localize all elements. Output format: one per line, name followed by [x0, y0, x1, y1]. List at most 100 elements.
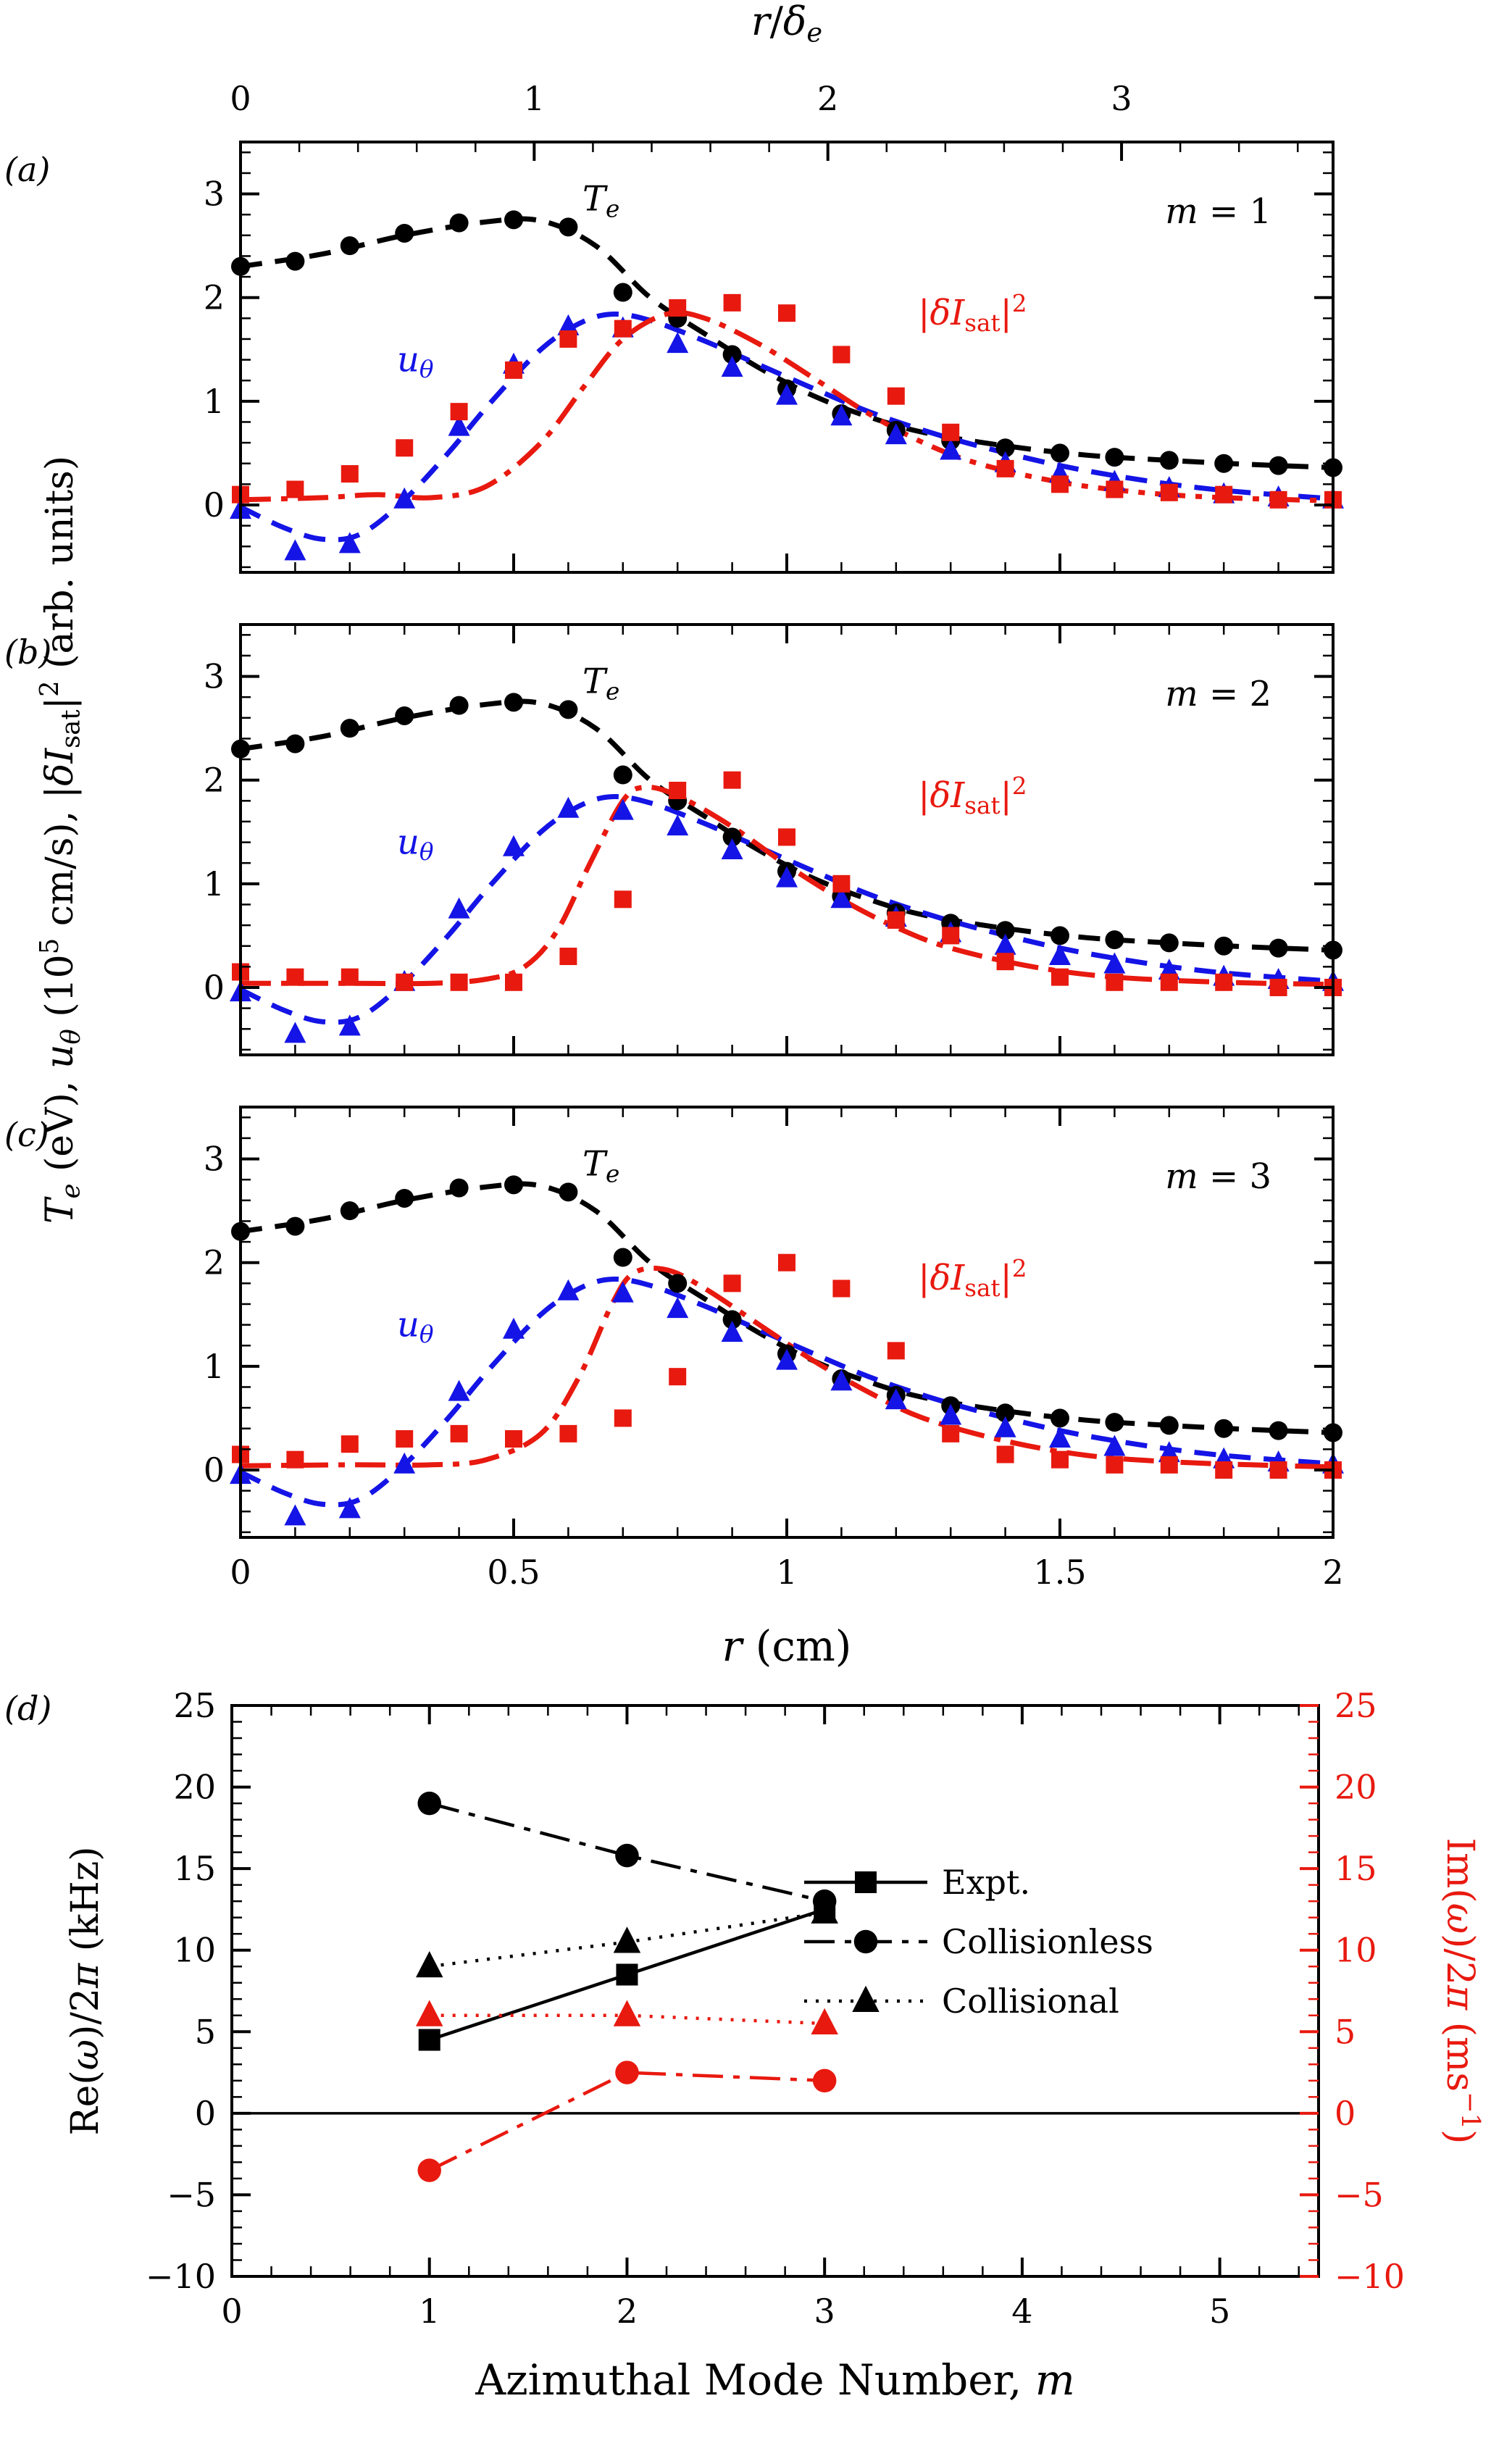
circle-marker: [395, 1188, 414, 1208]
panel-letter-b: (b): [4, 632, 51, 672]
triangle-marker: [613, 1926, 641, 1953]
y-tick-label: 3: [204, 1140, 225, 1179]
y-tick-label: 0: [204, 485, 225, 525]
circle-marker: [1269, 456, 1288, 475]
square-marker: [1106, 973, 1124, 991]
x-tick-label: 0: [230, 1553, 251, 1592]
square-marker: [778, 828, 795, 846]
triangle-marker: [415, 2000, 443, 2026]
square-marker: [614, 890, 632, 909]
square-marker: [1106, 1456, 1124, 1474]
panel-a: 0 1 2 3 0 1 2 3 Te uθ |δIsat|2 m = 1 (a): [4, 79, 1344, 574]
legend: Expt. Collisionless Collisional: [804, 1863, 1153, 2021]
circle-marker: [995, 438, 1015, 458]
x-tick-label: 1: [776, 1553, 797, 1592]
panel-frame: [230, 1704, 1320, 2278]
circle-marker: [1105, 448, 1124, 467]
triangle-marker: [393, 487, 416, 509]
circle-marker: [613, 1248, 632, 1267]
circle-marker: [1214, 936, 1234, 956]
triangle-marker: [1049, 1427, 1071, 1448]
square-marker: [942, 927, 960, 945]
triangle-marker: [994, 933, 1016, 955]
series-line-disat2-model: [240, 1265, 1334, 1470]
series-markers-disat2-measured: [232, 771, 1342, 996]
square-marker: [505, 361, 522, 379]
square-marker: [996, 953, 1014, 971]
d-left-tick-label: 0: [195, 2094, 216, 2133]
square-marker: [286, 1450, 304, 1469]
triangle-marker: [557, 314, 580, 335]
circle-marker: [504, 210, 523, 230]
triangle-marker: [448, 1379, 470, 1401]
annotation-mode-b: m = 2: [1165, 674, 1271, 714]
circle-marker: [1051, 926, 1069, 945]
circle-marker: [1159, 933, 1179, 953]
square-marker: [942, 423, 960, 441]
triangle-marker: [448, 897, 470, 919]
annotation-disat-b: |δIsat|2: [918, 772, 1027, 819]
y-tick-label: 3: [204, 175, 225, 214]
y-tick-label: 1: [204, 1347, 225, 1386]
top-tick-label: 2: [817, 79, 838, 118]
triangle-marker: [503, 835, 525, 856]
square-marker: [723, 293, 741, 312]
d-x-tick-label: 4: [1011, 2292, 1032, 2331]
square-marker: [450, 403, 468, 421]
triangle-marker: [940, 438, 962, 460]
d-x-axis-label: Azimuthal Mode Number, m: [475, 2355, 1075, 2405]
series-line-disat2-model: [240, 309, 1334, 504]
x-tick-label: 1.5: [1033, 1553, 1086, 1592]
panel-d-ticks: [230, 1704, 1319, 2278]
square-marker: [450, 1424, 468, 1442]
triangle-marker: [1049, 944, 1071, 966]
triangle-marker: [338, 532, 361, 554]
triangle-marker: [611, 798, 634, 820]
square-marker: [614, 320, 632, 338]
triangle-marker: [811, 1897, 838, 1924]
square-marker: [505, 973, 522, 991]
square-marker: [505, 1430, 522, 1448]
circle-marker: [1051, 443, 1069, 463]
circle-marker: [449, 696, 469, 715]
d-right-axis-label: Im(ω)/2π (ms−1): [1438, 1838, 1485, 2145]
d-right-tick-label: 25: [1335, 1686, 1377, 1725]
square-marker: [887, 387, 905, 405]
annotation-disat-a: |δIsat|2: [918, 290, 1027, 337]
square-marker: [1215, 1461, 1233, 1479]
d-right-tick-label: 0: [1335, 2094, 1356, 2133]
triangle-marker: [811, 2008, 838, 2035]
circle-marker: [417, 1791, 441, 1816]
square-marker: [396, 973, 414, 991]
circle-marker: [1269, 1421, 1288, 1440]
triangle-marker: [830, 1369, 853, 1391]
d-x-tick-label: 3: [814, 2292, 835, 2331]
series-line-disat2-model: [241, 784, 1334, 988]
panel-b-ticks: [239, 625, 1335, 1055]
triangle-marker: [721, 1321, 743, 1343]
panel-letter-a: (a): [4, 150, 50, 189]
triangle-marker: [557, 1279, 580, 1300]
circle-marker: [1051, 1408, 1069, 1428]
d-x-tick-label: 1: [419, 2292, 440, 2331]
circle-marker: [340, 719, 359, 738]
square-marker: [559, 330, 577, 348]
circle-marker: [668, 1274, 688, 1293]
y-tick-label: 2: [204, 761, 225, 800]
panel-letter-d: (d): [4, 1689, 51, 1728]
triangle-marker: [940, 1403, 962, 1425]
panel-c: 0 1 2 3 0 0.5 1 1.5 2 Te uθ |δIsat|2 m = 3 (c): [4, 1106, 1344, 1592]
circle-marker: [559, 700, 578, 719]
square-marker: [996, 459, 1014, 477]
circle-marker: [613, 283, 632, 302]
square-marker: [887, 911, 905, 929]
square-marker: [832, 1279, 851, 1298]
y-tick-label: 0: [204, 1450, 225, 1490]
square-marker: [341, 1435, 359, 1453]
square-marker: [1269, 1461, 1287, 1479]
square-marker: [286, 480, 304, 498]
circle-marker: [722, 827, 742, 847]
triangle-marker: [830, 887, 853, 909]
